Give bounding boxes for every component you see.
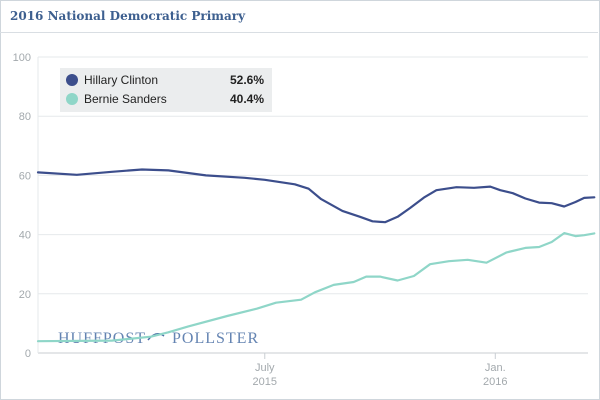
x-tick-sublabel: 2016: [483, 376, 507, 388]
title-divider: [0, 32, 598, 33]
y-tick-label: 20: [19, 289, 31, 301]
legend: Hillary Clinton 52.6% Bernie Sanders 40.…: [60, 68, 272, 112]
legend-box: [60, 68, 272, 112]
legend-item-sanders: Bernie Sanders 40.4%: [66, 92, 264, 106]
y-axis-ticks: 0 20 40 60 80 100: [13, 52, 31, 360]
x-axis-ticks: July 2015 Jan. 2016: [253, 353, 508, 388]
legend-value-clinton: 52.6%: [230, 73, 264, 87]
watermark-pollster: POLLSTER: [172, 330, 259, 347]
x-tick-sublabel: 2015: [253, 376, 277, 388]
series-line-bernie-sanders: [36, 232, 596, 343]
y-tick-label: 40: [19, 230, 31, 242]
y-tick-label: 100: [13, 52, 31, 64]
series-line-hillary-clinton: [36, 168, 596, 224]
gridlines: [37, 56, 588, 354]
x-tick-label: Jan.: [485, 362, 506, 374]
watermark-huffpost: HUFFPOST: [58, 330, 146, 347]
series-lines: [36, 168, 596, 343]
y-tick-label: 80: [19, 111, 31, 123]
x-tick-label: July: [255, 362, 275, 374]
y-tick-label: 60: [19, 170, 31, 182]
legend-swatch-clinton: [66, 74, 78, 86]
legend-item-clinton: Hillary Clinton 52.6%: [66, 73, 264, 87]
chart-title: 2016 National Democratic Primary: [10, 9, 246, 23]
legend-swatch-sanders: [66, 93, 78, 105]
watermark-swoosh-icon: [147, 333, 165, 341]
y-tick-label: 0: [25, 348, 31, 360]
legend-value-sanders: 40.4%: [230, 92, 264, 106]
watermark: HUFFPOST POLLSTER: [58, 330, 259, 347]
legend-label-sanders: Bernie Sanders: [84, 92, 167, 106]
legend-label-clinton: Hillary Clinton: [84, 73, 158, 87]
